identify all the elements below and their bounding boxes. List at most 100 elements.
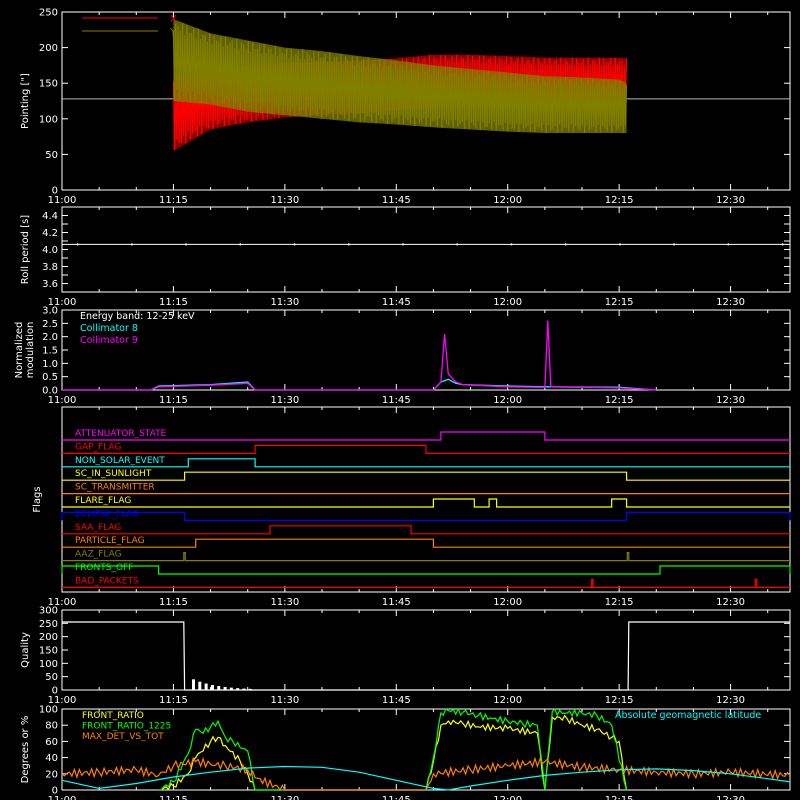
- roll-point: [402, 243, 404, 246]
- mod-xtick-label: 12:30: [716, 395, 745, 406]
- quality-bump: [242, 688, 246, 690]
- mod-legend-title: Energy band: 12-25 keV: [80, 311, 195, 322]
- flag-label: ATTENUATOR_STATE: [75, 429, 167, 439]
- geo-ytick-label: 20: [45, 769, 58, 780]
- mod-ytick-label: 0.5: [42, 372, 58, 383]
- quality-ytick-label: 50: [45, 672, 58, 683]
- flag-line-saa_flag: [62, 525, 790, 535]
- roll-point: [727, 243, 730, 246]
- panel-modulation: 11:00 11:15 11:30 11:45 12:00 12:15 12:30 0.0 0.…: [14, 306, 791, 406]
- mod-xtick-label: 12:00: [493, 395, 522, 406]
- geo-annotation: Absolute geomagnetic latitude: [615, 710, 761, 721]
- flag-line-particle_flag: [62, 538, 790, 548]
- mod-xtick-label: 11:45: [382, 395, 411, 406]
- quality-bump: [248, 688, 252, 690]
- quality-xtick-label: 11:15: [159, 695, 188, 706]
- mod-ytick-label: 3.0: [42, 306, 58, 317]
- geo-xtick-label: 11:45: [382, 795, 411, 800]
- mod-legend-label: Collimator 9: [80, 335, 138, 346]
- mod-series-collimator-9: [62, 320, 657, 391]
- pointing-ytick-label: 50: [45, 150, 58, 161]
- quality-bump: [217, 686, 221, 690]
- roll-ytick-label: 3.6: [42, 279, 58, 290]
- pointing-ytick-label: 0: [52, 186, 58, 197]
- roll-point: [185, 243, 187, 246]
- flag-label: FLARE_FLAG: [75, 496, 131, 506]
- panel-pointing: 11:00 11:15 11:30 11:45 12:00 12:15 12:30 0 50 10…: [20, 8, 791, 206]
- roll-ylabel: Roll period [s]: [20, 215, 31, 284]
- pointing-xtick-label: 11:30: [270, 195, 299, 206]
- roll-point: [619, 243, 621, 246]
- mod-xtick-label: 11:30: [270, 395, 299, 406]
- mod-ytick-label: 1.0: [42, 359, 58, 370]
- roll-xtick-label: 11:00: [48, 297, 77, 308]
- roll-point: [131, 243, 133, 246]
- flags-xtick-label: 12:30: [716, 597, 745, 608]
- quality-xtick-label: 11:00: [48, 695, 77, 706]
- roll-ytick-label: 4.4: [42, 211, 58, 222]
- roll-point: [510, 243, 513, 246]
- panel-geo: 11:00 11:15 11:30 11:45 12:00 12:15 12:30 0 20 40…: [20, 705, 791, 800]
- flag-line-attenuator_state: [62, 431, 790, 441]
- quality-xtick-label: 12:15: [605, 695, 634, 706]
- quality-ylabel: Quality: [20, 632, 31, 668]
- pointing-ytick-label: 150: [39, 79, 58, 90]
- flags-xtick-label: 11:45: [382, 597, 411, 608]
- geo-xtick-label: 11:30: [270, 795, 299, 800]
- pointing-ylabel: Pointing ["]: [20, 73, 31, 129]
- flags-frame: [61, 406, 791, 593]
- flag-label: NON_SOLAR_EVENT: [75, 456, 165, 466]
- geo-xtick-label: 11:00: [48, 795, 77, 800]
- pointing-xtick-label: 11:15: [159, 195, 188, 206]
- geo-ytick-label: 80: [45, 721, 58, 732]
- roll-point: [673, 243, 675, 246]
- pointing-xtick-label: 11:45: [382, 195, 411, 206]
- flag-line-eclipse_flag: [61, 511, 791, 521]
- quality-xtick-label: 12:30: [716, 695, 745, 706]
- quality-bump: [192, 679, 195, 690]
- roll-point: [76, 243, 79, 246]
- mod-xtick-label: 11:15: [159, 395, 188, 406]
- flag-line-gap_flag: [62, 444, 790, 454]
- pointing-xtick-label: 12:30: [716, 195, 745, 206]
- roll-xtick-label: 11:30: [270, 297, 299, 308]
- geo-xtick-label: 12:15: [605, 795, 634, 800]
- geo-xtick-label: 11:15: [159, 795, 188, 800]
- panel-quality: 11:00 11:15 11:30 11:45 12:00 12:15 12:30 0 50 10…: [20, 606, 791, 706]
- flag-line-fronts_off: [61, 565, 791, 575]
- flags-xtick-label: 11:00: [48, 597, 77, 608]
- flags-xtick-label: 11:15: [159, 597, 188, 608]
- mod-ytick-label: 1.5: [42, 346, 58, 357]
- pointing-ytick-label: 250: [39, 8, 58, 19]
- quality-ytick-label: 300: [39, 606, 58, 617]
- geo-ytick-label: 0: [52, 786, 58, 797]
- pointing-frame: [61, 11, 791, 191]
- roll-point: [456, 243, 458, 246]
- geo-ytick-label: 100: [39, 705, 58, 716]
- mod-ytick-label: 0.0: [42, 386, 58, 397]
- flag-label: ECLIPSE_FLAG: [75, 509, 139, 519]
- flag-line-non_solar_event: [62, 458, 790, 468]
- mod-xtick-label: 12:15: [605, 395, 634, 406]
- quality-bump: [229, 687, 233, 690]
- roll-ytick-label: 4.0: [42, 245, 58, 256]
- quality-ytick-label: 100: [39, 659, 58, 670]
- flags-xtick-label: 11:30: [270, 597, 299, 608]
- quality-ytick-label: 200: [39, 632, 58, 643]
- quality-bump: [236, 688, 240, 690]
- roll-xtick-label: 12:15: [605, 297, 634, 308]
- roll-ytick-label: 4.2: [42, 228, 58, 239]
- roll-xtick-label: 11:45: [382, 297, 411, 308]
- mod-ytick-label: 2.5: [42, 319, 58, 330]
- geo-series-3: [61, 765, 791, 791]
- pointing-ytick-label: 200: [39, 43, 58, 54]
- pointing-xtick-label: 12:15: [605, 195, 634, 206]
- quality-bump: [198, 681, 202, 690]
- geo-ytick-label: 60: [45, 737, 58, 748]
- flag-label: GAP_FLAG: [75, 442, 121, 452]
- mod-legend-label: Collimator 8: [80, 323, 138, 334]
- flag-label: FRONTS_OFF: [75, 563, 133, 573]
- quality-ytick-label: 0: [52, 686, 58, 697]
- flag-label: AAZ_FLAG: [75, 550, 122, 560]
